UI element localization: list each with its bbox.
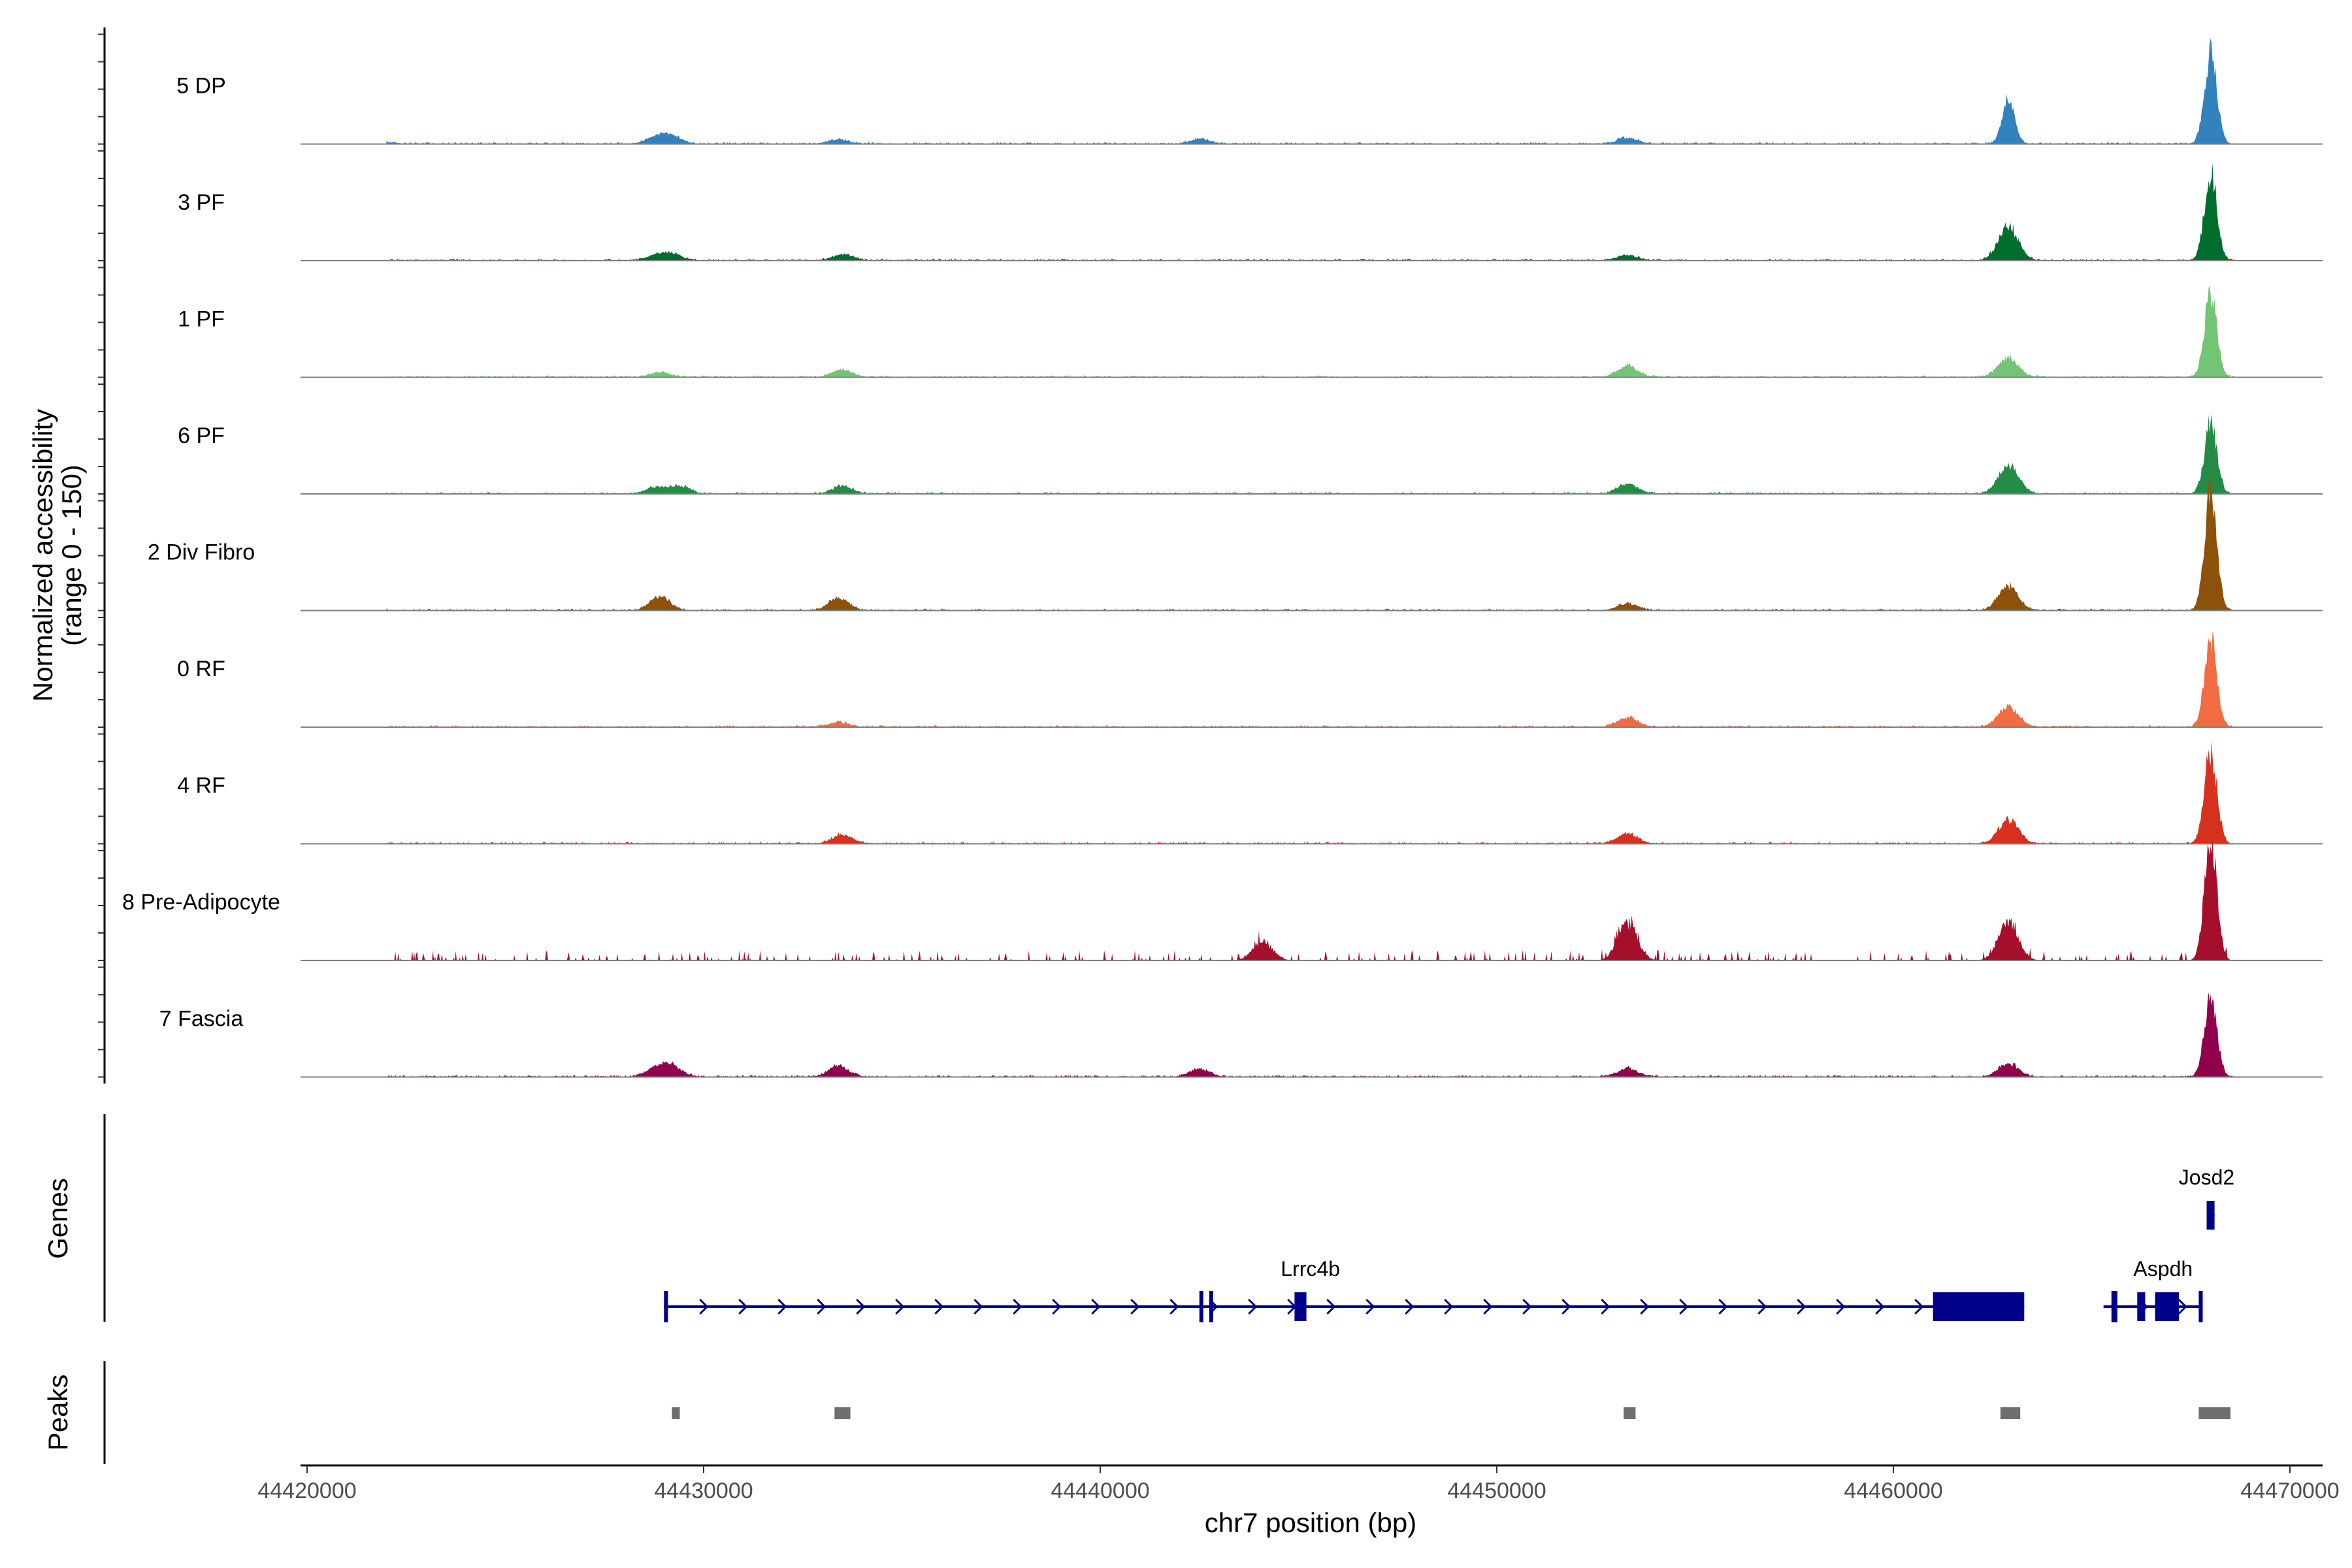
strand-arrow bbox=[1718, 1298, 1728, 1315]
accessibility-y-axis bbox=[98, 27, 106, 1084]
gene-josd2: Josd2 bbox=[2179, 1166, 2234, 1230]
genomic-x-axis: chr7 position (bp) 44420000 44430000 44440… bbox=[257, 1464, 2340, 1538]
peak-region bbox=[834, 1407, 851, 1419]
gene-exon bbox=[1933, 1292, 2025, 1321]
coverage-track: 5 DP bbox=[176, 38, 2323, 145]
track-label: 0 RF bbox=[177, 657, 225, 681]
track-label: 2 Div Fibro bbox=[148, 540, 255, 565]
track-label: 1 PF bbox=[178, 307, 225, 332]
coverage-track: 3 PF bbox=[178, 162, 2323, 261]
strand-arrow bbox=[1013, 1298, 1022, 1315]
coverage-area bbox=[386, 286, 2235, 378]
strand-arrow bbox=[1326, 1298, 1336, 1315]
x-axis-tick-label: 44430000 bbox=[654, 1478, 753, 1503]
strand-arrow bbox=[1561, 1298, 1571, 1315]
strand-arrow bbox=[1875, 1298, 1885, 1315]
gene-exon bbox=[1199, 1291, 1203, 1322]
gene-exon bbox=[1294, 1292, 1307, 1321]
peaks-panel: Peaks bbox=[42, 1361, 2230, 1464]
gene-exon bbox=[664, 1291, 668, 1322]
coverage-area bbox=[386, 740, 2235, 844]
strand-arrow bbox=[1130, 1298, 1140, 1315]
gene-exon bbox=[1209, 1291, 1213, 1322]
y-axis-title-line: Normalized accessibility bbox=[27, 409, 58, 702]
coverage-track: 2 Div Fibro bbox=[148, 476, 2323, 612]
track-label: 4 RF bbox=[177, 774, 225, 798]
x-axis-tick-label: 44450000 bbox=[1447, 1478, 1546, 1503]
x-axis-tick-label: 44420000 bbox=[257, 1478, 356, 1503]
strand-arrow bbox=[856, 1298, 866, 1315]
strand-arrow bbox=[1483, 1298, 1493, 1315]
coverage-track: 6 PF bbox=[178, 414, 2323, 495]
strand-arrow bbox=[777, 1298, 787, 1315]
strand-arrow bbox=[973, 1298, 983, 1315]
gene-exon bbox=[2155, 1292, 2179, 1321]
coverage-track: 0 RF bbox=[177, 630, 2323, 728]
peak-region bbox=[2198, 1407, 2230, 1419]
coverage-area bbox=[386, 476, 2235, 611]
y-axis-title-line: (range 0 - 150) bbox=[56, 465, 87, 646]
coverage-track: 1 PF bbox=[178, 286, 2323, 378]
strand-arrow bbox=[699, 1298, 709, 1315]
peaks-panel-title: Peaks bbox=[42, 1375, 73, 1451]
x-axis-tick-label: 44460000 bbox=[1844, 1478, 1942, 1503]
strand-arrow bbox=[1091, 1298, 1101, 1315]
gene-lrrc4b: Lrrc4b bbox=[664, 1257, 2025, 1322]
track-label: 3 PF bbox=[178, 190, 225, 215]
coverage-area bbox=[386, 992, 2235, 1077]
genes-panel-title: Genes bbox=[42, 1178, 73, 1259]
strand-arrow bbox=[1797, 1298, 1806, 1315]
strand-arrow bbox=[1757, 1298, 1767, 1315]
x-axis-tick-label: 44470000 bbox=[2240, 1478, 2339, 1503]
strand-arrow bbox=[1169, 1298, 1179, 1315]
strand-arrow bbox=[1522, 1298, 1532, 1315]
y-axis-title: Normalized accessibility(range 0 - 150) bbox=[27, 409, 87, 702]
strand-arrow bbox=[1365, 1298, 1375, 1315]
track-label: 8 Pre-Adipocyte bbox=[122, 890, 280, 915]
strand-arrow bbox=[1640, 1298, 1650, 1315]
coverage-area bbox=[386, 162, 2235, 261]
strand-arrow bbox=[1679, 1298, 1689, 1315]
peak-region bbox=[2000, 1407, 2021, 1419]
genes-panel: Genes Lrrc4b Aspdh Josd2 bbox=[42, 1114, 2234, 1322]
strand-arrow bbox=[934, 1298, 944, 1315]
gene-exon bbox=[2198, 1291, 2203, 1322]
strand-arrow bbox=[2178, 1298, 2187, 1315]
coverage-area bbox=[386, 38, 2235, 144]
peak-region bbox=[672, 1407, 680, 1419]
strand-arrow bbox=[1444, 1298, 1454, 1315]
x-axis-tick-label: 44440000 bbox=[1051, 1478, 1149, 1503]
gene-label: Josd2 bbox=[2179, 1166, 2234, 1189]
coverage-tracks: 5 DP 3 PF 1 PF 6 PF 2 Div Fibro 0 RF 4 RF 8 Pre… bbox=[122, 38, 2323, 1078]
gene-label: Lrrc4b bbox=[1281, 1257, 1340, 1281]
strand-arrow bbox=[1914, 1298, 1924, 1315]
coverage-area bbox=[386, 630, 2235, 727]
strand-arrow bbox=[1836, 1298, 1846, 1315]
coverage-track: 4 RF bbox=[177, 740, 2323, 845]
x-axis-title: chr7 position (bp) bbox=[1205, 1507, 1417, 1538]
gene-exon bbox=[2111, 1291, 2117, 1322]
coverage-track: 7 Fascia bbox=[159, 992, 2323, 1078]
strand-arrow bbox=[738, 1298, 748, 1315]
strand-arrow bbox=[895, 1298, 905, 1315]
peak-region bbox=[1624, 1407, 1636, 1419]
coverage-track: 8 Pre-Adipocyte bbox=[122, 838, 2323, 961]
gene-exon bbox=[2206, 1201, 2215, 1230]
track-label: 7 Fascia bbox=[159, 1007, 244, 1032]
strand-arrow bbox=[1248, 1298, 1258, 1315]
strand-arrow bbox=[1405, 1298, 1414, 1315]
track-label: 6 PF bbox=[178, 423, 225, 448]
gene-exon bbox=[2137, 1292, 2146, 1321]
coverage-area bbox=[386, 838, 2235, 960]
gene-label: Aspdh bbox=[2133, 1257, 2193, 1281]
strand-arrow bbox=[1052, 1298, 1062, 1315]
gene-aspdh: Aspdh bbox=[2103, 1257, 2203, 1322]
track-label: 5 DP bbox=[176, 74, 226, 99]
strand-arrow bbox=[817, 1298, 826, 1315]
strand-arrow bbox=[1601, 1298, 1610, 1315]
coverage-area bbox=[386, 414, 2235, 494]
